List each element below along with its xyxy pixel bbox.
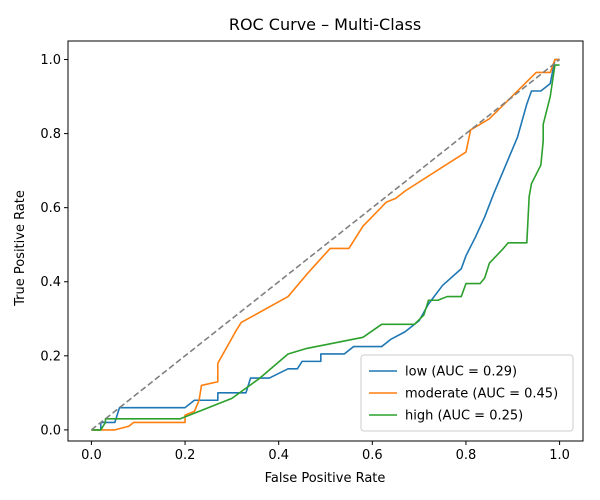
x-axis-ticks: 0.0 0.2 0.4 0.6 0.8 1.0 <box>81 441 570 463</box>
legend-box <box>360 354 574 432</box>
x-tick-label: 0.2 <box>175 448 196 463</box>
y-axis-ticks: 0.0 0.2 0.4 0.6 0.8 1.0 <box>40 53 68 438</box>
y-tick-label: 0.8 <box>40 127 61 142</box>
y-tick-label: 0.0 <box>40 423 61 438</box>
x-tick-label: 0.8 <box>456 448 477 463</box>
chance-diagonal-line <box>90 58 561 431</box>
x-tick-label: 0.0 <box>81 448 102 463</box>
x-tick-label: 0.6 <box>362 448 383 463</box>
series-lines <box>90 58 561 431</box>
x-tick-label: 1.0 <box>549 448 570 463</box>
legend-label-0: low (AUC = 0.29) <box>405 365 517 380</box>
x-axis-label: False Positive Rate <box>265 471 386 486</box>
legend: low (AUC = 0.29) moderate (AUC = 0.45) hig… <box>360 354 574 432</box>
y-tick-label: 0.6 <box>40 201 61 216</box>
series-line-2 <box>91 64 560 431</box>
chart-title: ROC Curve – Multi-Class <box>229 15 421 34</box>
legend-label-1: moderate (AUC = 0.45) <box>405 387 558 402</box>
x-tick-label: 0.4 <box>268 448 289 463</box>
y-tick-label: 0.2 <box>40 349 61 364</box>
y-axis-label: True Positive Rate <box>13 190 28 307</box>
y-tick-label: 1.0 <box>40 53 61 68</box>
series-line-1 <box>91 58 560 431</box>
legend-label-2: high (AUC = 0.25) <box>405 409 523 424</box>
y-tick-label: 0.4 <box>40 275 61 290</box>
plot-frame <box>67 40 584 442</box>
